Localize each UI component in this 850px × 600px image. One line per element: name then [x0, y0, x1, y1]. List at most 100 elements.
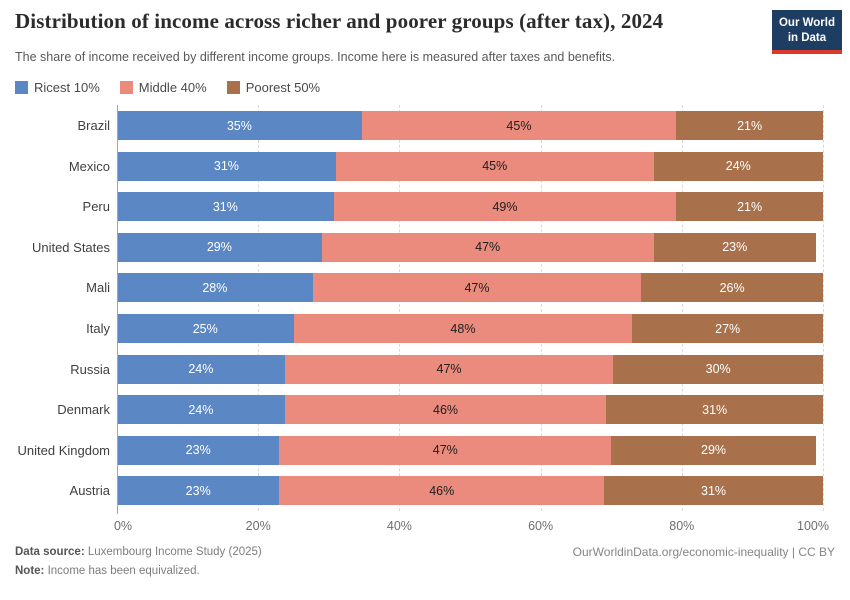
bar-segment-richest[interactable]: 35% — [117, 111, 362, 140]
legend-item-richest[interactable]: Ricest 10% — [15, 80, 100, 95]
value-label: 30% — [705, 362, 731, 377]
bar-row: Brazil 35% 45% 21% — [0, 111, 850, 140]
value-label: 26% — [719, 280, 745, 295]
footer-notes: Data source: Luxembourg Income Study (20… — [15, 543, 262, 581]
bar-track: 25% 48% 27% — [117, 314, 823, 343]
legend-swatch-poorest-icon — [226, 81, 240, 94]
country-label[interactable]: Brazil — [77, 118, 110, 133]
legend-item-poorest[interactable]: Poorest 50% — [226, 80, 321, 95]
bar-track: 29% 47% 23% — [117, 232, 823, 262]
value-label: 29% — [701, 443, 727, 458]
bar-track: 31% 45% 24% — [117, 151, 823, 181]
x-tick-label: 100% — [797, 519, 829, 533]
country-label[interactable]: Italy — [86, 321, 110, 336]
bar-segment-richest[interactable]: 23% — [117, 476, 280, 506]
value-label: 31% — [701, 483, 727, 498]
value-label: 31% — [213, 159, 239, 174]
x-tick-label: 40% — [386, 519, 412, 533]
country-label[interactable]: Russia — [70, 361, 110, 377]
bar-row: Denmark 24% 46% 31% — [0, 395, 850, 425]
bar-row: Peru 31% 49% 21% — [0, 192, 850, 222]
bar-segment-middle[interactable]: 47% — [279, 435, 612, 465]
legend-swatch-middle-icon — [119, 81, 133, 94]
country-label[interactable]: Denmark — [57, 402, 110, 418]
value-label: 23% — [722, 240, 748, 255]
bar-track: 23% 47% 29% — [117, 435, 823, 465]
y-axis-line — [117, 105, 118, 514]
bar-segment-middle[interactable]: 45% — [361, 111, 677, 140]
value-label: 29% — [206, 240, 232, 255]
country-label[interactable]: Austria — [69, 483, 110, 499]
credit-link[interactable]: OurWorldinData.org/economic-inequality |… — [572, 545, 835, 559]
value-label: 21% — [737, 199, 763, 214]
value-label: 21% — [737, 118, 763, 133]
bar-segment-middle[interactable]: 47% — [312, 273, 642, 303]
value-label: 45% — [506, 118, 532, 133]
value-label: 24% — [188, 362, 214, 377]
bar-segment-middle[interactable]: 47% — [321, 232, 654, 262]
bar-segment-richest[interactable]: 24% — [117, 354, 285, 384]
bar-track: 24% 46% 31% — [117, 395, 824, 425]
bar-segment-richest[interactable]: 23% — [117, 435, 280, 465]
bar-segment-poorest[interactable]: 29% — [611, 435, 816, 465]
bar-segment-poorest[interactable]: 24% — [653, 151, 823, 181]
legend-label: Ricest 10% — [34, 80, 100, 95]
x-tick-label: 20% — [245, 519, 271, 533]
bar-segment-poorest[interactable]: 27% — [632, 314, 823, 343]
bar-segment-middle[interactable]: 46% — [284, 395, 607, 425]
value-label: 27% — [715, 321, 741, 336]
legend: Ricest 10% Middle 40% Poorest 50% — [15, 80, 320, 95]
legend-label: Middle 40% — [138, 80, 207, 95]
bar-segment-richest[interactable]: 24% — [117, 395, 285, 425]
bar-segment-poorest[interactable]: 23% — [653, 232, 816, 262]
value-label: 48% — [450, 321, 476, 336]
bar-segment-richest[interactable]: 25% — [117, 314, 294, 343]
bar-segment-middle[interactable]: 49% — [333, 192, 677, 222]
bar-segment-poorest[interactable]: 21% — [676, 111, 823, 140]
country-label[interactable]: Mali — [86, 280, 110, 296]
bar-track: 24% 47% 30% — [117, 354, 823, 384]
bar-segment-poorest[interactable]: 30% — [613, 354, 823, 384]
bar-segment-middle[interactable]: 46% — [279, 476, 605, 506]
bar-row: Mali 28% 47% 26% — [0, 273, 850, 303]
bar-row: United States 29% 47% 23% — [0, 232, 850, 262]
country-label[interactable]: Mexico — [68, 158, 110, 174]
bar-segment-poorest[interactable]: 26% — [641, 273, 823, 303]
chart-subtitle: The share of income received by differen… — [15, 50, 616, 64]
bar-row: Austria 23% 46% 31% — [0, 476, 850, 506]
value-label: 47% — [436, 362, 462, 377]
owid-logo[interactable]: Our World in Data — [771, 10, 842, 54]
bar-segment-richest[interactable]: 29% — [117, 232, 322, 262]
value-label: 45% — [482, 159, 508, 174]
country-label[interactable]: United Kingdom — [17, 442, 111, 458]
gridline — [540, 105, 542, 511]
bar-segment-richest[interactable]: 31% — [117, 192, 334, 222]
value-label: 46% — [429, 483, 455, 498]
bar-track: 31% 49% 21% — [117, 192, 823, 222]
bar-segment-richest[interactable]: 28% — [117, 273, 313, 303]
value-label: 35% — [226, 118, 252, 133]
country-label[interactable]: Peru — [82, 199, 110, 215]
bar-segment-middle[interactable]: 45% — [335, 151, 654, 181]
gridline — [681, 105, 683, 511]
bar-row: Russia 24% 47% 30% — [0, 354, 850, 384]
bar-row: Italy 25% 48% 27% — [0, 314, 850, 343]
bar-track: 23% 46% 31% — [117, 476, 823, 506]
owid-logo-line2: in Data — [787, 31, 827, 44]
bar-segment-middle[interactable]: 48% — [293, 314, 633, 343]
legend-item-middle[interactable]: Middle 40% — [119, 80, 207, 95]
bar-segment-poorest[interactable]: 21% — [676, 192, 823, 222]
value-label: 24% — [188, 402, 214, 417]
country-label[interactable]: United States — [31, 239, 110, 255]
bar-track: 35% 45% 21% — [117, 111, 823, 140]
bar-segment-middle[interactable]: 47% — [284, 354, 614, 384]
bar-segment-richest[interactable]: 31% — [117, 151, 336, 181]
bar-track: 28% 47% 26% — [117, 273, 823, 303]
bar-segment-poorest[interactable]: 31% — [606, 395, 824, 425]
gridline — [258, 105, 260, 511]
legend-label: Poorest 50% — [245, 80, 321, 95]
owid-logo-line1: Our World — [778, 17, 835, 29]
bar-segment-poorest[interactable]: 31% — [604, 476, 823, 506]
value-label: 28% — [202, 280, 228, 295]
value-label: 47% — [464, 280, 490, 295]
